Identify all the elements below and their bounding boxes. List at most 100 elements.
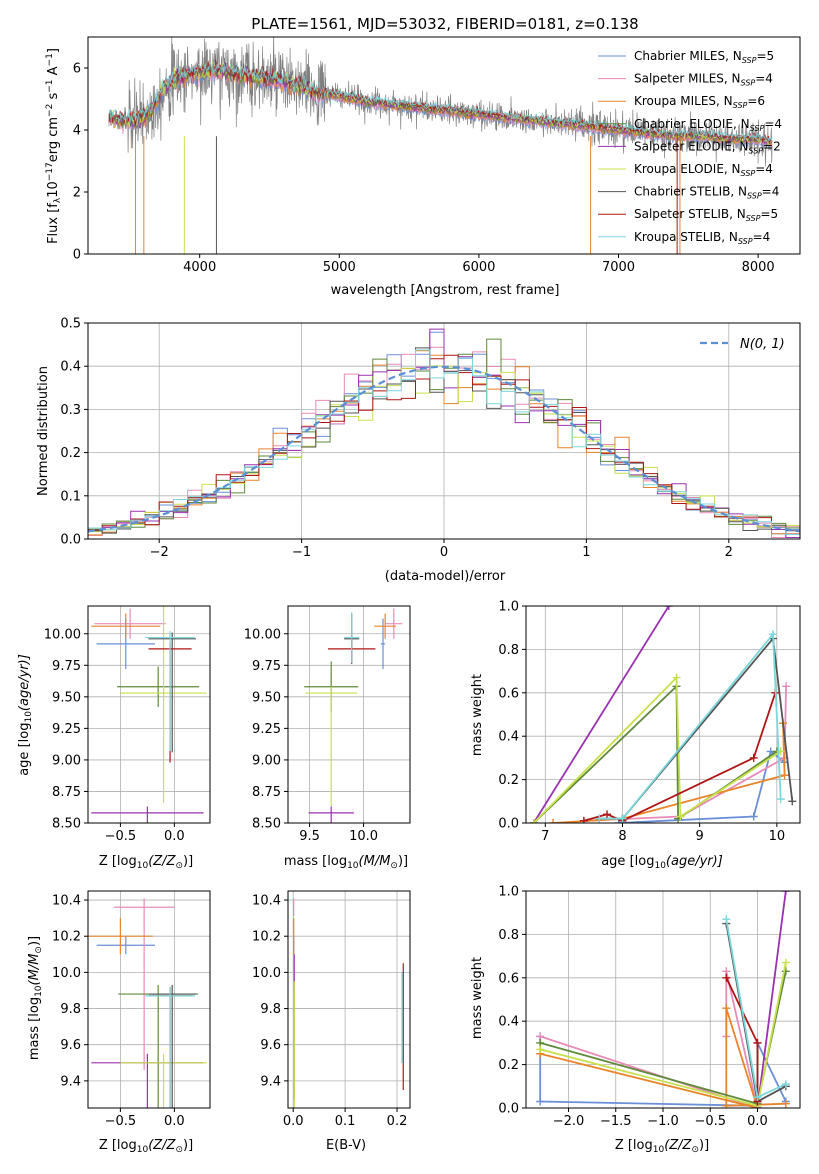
weight-marker <box>618 814 627 823</box>
y-tick-label: 10.0 <box>52 966 81 981</box>
weight-marker <box>722 973 731 982</box>
x-tick-label: 0.0 <box>283 1114 304 1129</box>
weight-marker <box>722 1101 731 1108</box>
y-tick-label: 9.8 <box>60 1002 81 1017</box>
weight-marker <box>781 1080 790 1089</box>
y-tick-label: 1.0 <box>498 885 519 900</box>
weight-marker <box>749 753 758 762</box>
agem-xlabel: mass [log10(M/M⊙)] <box>284 854 408 871</box>
axes-frame <box>87 605 211 824</box>
y-tick-label: 9.75 <box>52 659 81 674</box>
legend-entry: Salpeter ELODIE, NSSP=2 <box>634 139 781 155</box>
weight-marker <box>781 891 790 895</box>
weight-marker <box>676 812 685 821</box>
legend-entry: Kroupa STELIB, NSSP=4 <box>634 230 770 246</box>
y-tick-label: 0.2 <box>498 1058 519 1073</box>
spectrum-ylabel: Flux [fλ10−17erg cm−2 s−1 A−1] <box>45 48 63 244</box>
weight-marker <box>529 819 538 823</box>
weight-marker <box>722 1004 731 1013</box>
x-tick-label: −0.5 <box>105 1114 137 1129</box>
wage-xlabel: age [log10(age/yr)] <box>601 854 723 871</box>
spectrum-plot-area: 4000 5000 6000 7000 8000 0 2 4 6 <box>73 36 801 275</box>
age-mass-panel: 9.5 10.0 8.50 8.75 9.00 9.25 9.50 9.75 10.00 <box>244 605 411 844</box>
axes-frame <box>87 36 801 255</box>
y-tick-label: 9.75 <box>252 659 281 674</box>
y-tick-label: 9.6 <box>60 1038 81 1053</box>
y-tick-label: 0.1 <box>60 489 81 504</box>
x-tick-label: 7000 <box>602 260 635 275</box>
weight-marker <box>603 810 612 819</box>
legend-entry: Kroupa ELODIE, NSSP=4 <box>634 162 773 178</box>
weight-marker <box>579 816 588 823</box>
weight-marker <box>749 812 758 821</box>
wz-xlabel: Z [log10(Z/Z⊙)] <box>615 1138 709 1155</box>
y-tick-label: 0.0 <box>498 817 519 832</box>
y-tick-label: 8.75 <box>52 785 81 800</box>
weight-line <box>539 971 759 1108</box>
y-tick-label: 9.6 <box>260 1038 281 1053</box>
x-tick-label: 10.0 <box>349 829 378 844</box>
x-tick-label: 6000 <box>462 260 495 275</box>
y-tick-label: 0.6 <box>498 686 519 701</box>
y-tick-label: 0.2 <box>60 446 81 461</box>
weight-line <box>583 686 787 822</box>
y-tick-label: 8.50 <box>252 817 281 832</box>
y-tick-label: 0.4 <box>60 360 81 375</box>
plot-content <box>88 328 800 538</box>
spectrum-xlabel: wavelength [Angstrom, rest frame] <box>331 283 560 298</box>
x-tick-label: −2 <box>150 545 169 560</box>
massz-ylabel: mass [log10(M/M⊙)] <box>27 936 44 1060</box>
weight-marker <box>664 606 673 610</box>
legend-entry: Salpeter MILES, NSSP=4 <box>634 72 773 88</box>
axes-frame <box>287 890 411 1109</box>
y-tick-label: 10.4 <box>252 894 281 909</box>
plot-content <box>304 608 403 823</box>
weight-line <box>599 631 782 820</box>
wage-ylabel: mass weight <box>470 674 485 756</box>
y-tick-label: 0.0 <box>60 533 81 548</box>
figure-title: PLATE=1561, MJD=53032, FIBERID=0181, z=0… <box>251 15 638 33</box>
mass-metallicity-panel: −0.5 0.0 9.4 9.6 9.8 10.0 10.2 10.4 <box>52 890 211 1129</box>
x-tick-label: −2.0 <box>553 1114 585 1129</box>
x-tick-label: 0.0 <box>747 1114 768 1129</box>
weight-age-panel: 7 8 9 10 0.0 0.2 0.4 0.6 0.8 1.0 <box>498 600 801 844</box>
residual-panel: (data-model)/error Normed distribution −… <box>36 317 801 584</box>
weight-marker <box>781 967 790 976</box>
y-tick-label: 2 <box>73 186 81 201</box>
age-metallicity-panel: −0.5 0.0 8.50 8.75 9.00 9.25 9.50 9.75 10.00 <box>44 605 211 844</box>
legend-entry: Chabrier MILES, NSSP=5 <box>634 49 774 65</box>
x-tick-label: 1 <box>582 545 590 560</box>
weight-line <box>618 749 786 823</box>
mass-extinction-panel: 0.0 0.1 0.2 9.4 9.6 9.8 10.0 10.2 10.4 <box>252 890 411 1129</box>
plot-content <box>91 606 207 823</box>
weight-marker <box>781 958 790 967</box>
spectrum-legend: Chabrier MILES, NSSP=5 Salpeter MILES, NS… <box>598 49 782 246</box>
legend-entry: Chabrier STELIB, NSSP=4 <box>634 185 779 201</box>
model-spectrum-line <box>108 63 773 146</box>
masse-xlabel: E(B-V) <box>326 1138 366 1153</box>
residual-ylabel: Normed distribution <box>36 366 51 496</box>
x-tick-label: 0.2 <box>387 1114 408 1129</box>
legend-entry: Salpeter STELIB, NSSP=5 <box>634 207 778 223</box>
weight-marker <box>595 814 604 823</box>
x-tick-label: 4000 <box>183 260 216 275</box>
legend-entry: N(0, 1) <box>740 337 785 352</box>
y-tick-label: 0.3 <box>60 403 81 418</box>
weight-marker <box>753 1093 762 1102</box>
y-tick-label: 10.2 <box>252 930 281 945</box>
residual-xlabel: (data-model)/error <box>385 569 506 584</box>
y-tick-label: 0.0 <box>498 1102 519 1117</box>
spectrum-panel: wavelength [Angstrom, rest frame] Flux [… <box>45 36 801 298</box>
y-tick-label: 9.8 <box>260 1002 281 1017</box>
x-tick-label: 2 <box>725 545 733 560</box>
y-tick-label: 10.00 <box>244 627 281 642</box>
weight-marker <box>788 797 797 806</box>
y-tick-label: 10.2 <box>52 930 81 945</box>
weight-marker <box>776 795 785 804</box>
plot-content <box>108 37 773 254</box>
agez-ylabel: age [log10(age/yr)] <box>17 654 34 776</box>
legend-entry: Chabrier ELODIE, NSSP=4 <box>634 117 782 133</box>
gaussian-curve <box>88 365 800 533</box>
weight-line <box>533 684 778 823</box>
